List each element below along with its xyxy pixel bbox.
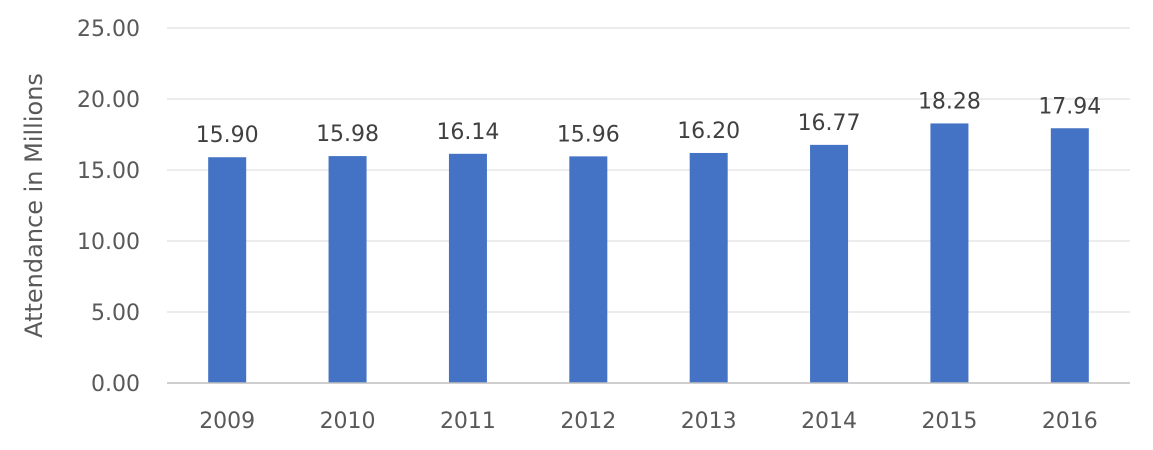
bar-2011 <box>448 153 487 383</box>
data-label-2010: 15.98 <box>316 122 379 147</box>
y-tick-label: 0.00 <box>91 372 140 397</box>
data-label-2014: 16.77 <box>798 111 861 136</box>
x-tick-label: 2013 <box>681 409 737 434</box>
x-tick-label: 2009 <box>199 409 255 434</box>
y-tick-label: 10.00 <box>77 230 140 255</box>
bar-2010 <box>328 156 367 383</box>
x-tick-label: 2012 <box>560 409 616 434</box>
x-tick-label: 2016 <box>1042 409 1098 434</box>
bar-2015 <box>930 123 969 383</box>
bar-2012 <box>569 156 608 383</box>
data-label-2012: 15.96 <box>557 122 620 147</box>
y-tick-label: 20.00 <box>77 88 140 113</box>
y-tick-label: 15.00 <box>77 159 140 184</box>
x-axis-ticks: 2009 2010 2011 2012 2013 2014 2015 2016 <box>199 409 1098 434</box>
x-tick-label: 2015 <box>921 409 977 434</box>
data-label-2015: 18.28 <box>918 89 981 114</box>
y-tick-label: 25.00 <box>77 17 140 42</box>
bar-2009 <box>208 157 247 383</box>
data-labels: 15.90 15.98 16.14 15.96 16.20 16.77 18.28 17.94 <box>196 89 1102 148</box>
x-tick-label: 2010 <box>320 409 376 434</box>
data-label-2016: 17.94 <box>1038 94 1101 119</box>
gridlines <box>167 27 1130 313</box>
data-label-2009: 15.90 <box>196 123 259 148</box>
data-label-2013: 16.20 <box>677 119 740 144</box>
y-axis-ticks: 0.00 5.00 10.00 15.00 20.00 25.00 <box>77 17 140 397</box>
bar-2016 <box>1050 128 1089 383</box>
data-label-2011: 16.14 <box>436 120 499 145</box>
bar-2014 <box>810 144 849 383</box>
y-axis-title: Attendance in Millions <box>20 73 48 338</box>
bars <box>208 123 1089 383</box>
y-tick-label: 5.00 <box>91 301 140 326</box>
bar-2013 <box>689 152 728 383</box>
x-tick-label: 2011 <box>440 409 496 434</box>
x-tick-label: 2014 <box>801 409 857 434</box>
